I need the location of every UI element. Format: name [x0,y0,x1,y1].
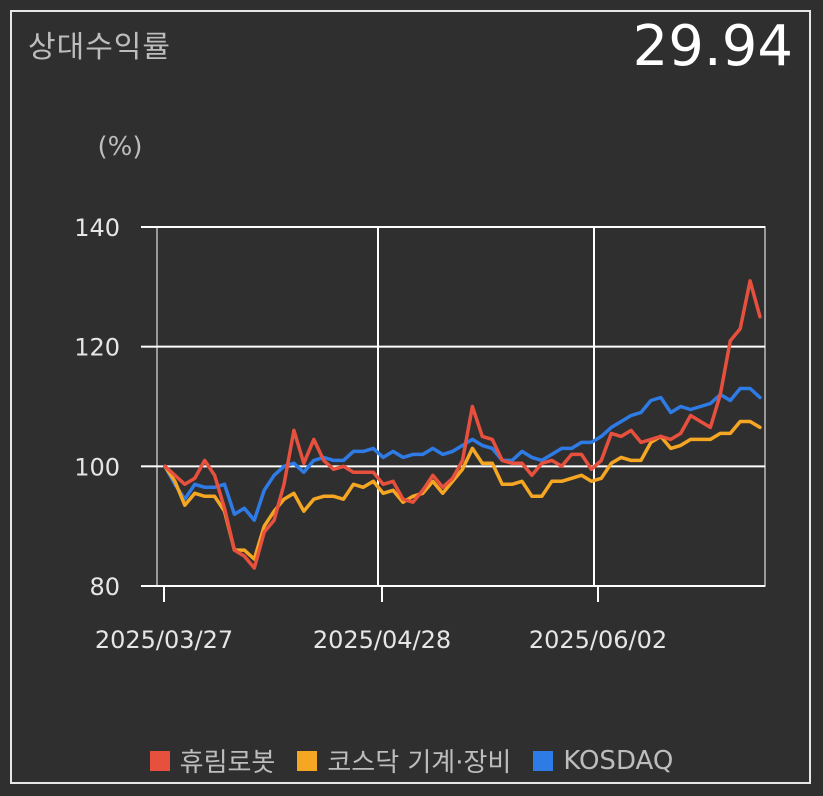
axes: 80 100 120 140 2025/03/27 2025/04/28 2025/06/0… [74,214,667,654]
x-tick-label: 2025/06/02 [529,626,667,654]
series-group [163,279,762,570]
legend-label-kosdaq-machinery: 코스닥 기계·장비 [327,748,512,778]
legend-swatch-hyurim [149,750,170,771]
grid [156,226,766,587]
y-axis-label: (%) [98,132,143,162]
legend-item-kosdaq[interactable]: KOSDAQ [533,742,673,779]
x-tick-label: 2025/04/28 [313,626,451,654]
legend-item-hyurim[interactable]: 휴림로봇 [149,742,276,779]
y-tick-label: 140 [74,214,120,242]
series-line-2 [163,386,762,522]
legend-label-kosdaq: KOSDAQ [563,745,674,776]
x-tick-label: 2025/03/27 [95,626,233,654]
legend-item-kosdaq-machinery[interactable]: 코스닥 기계·장비 [297,742,511,779]
legend-swatch-kosdaq [533,750,554,771]
legend: 휴림로봇 코스닥 기계·장비 KOSDAQ [0,742,823,779]
legend-label-hyurim: 휴림로봇 [179,748,276,778]
return-value: 29.94 [632,14,793,79]
chart-title: 상대수익률 [28,30,171,65]
series-line-0 [163,279,762,570]
plot-frame [156,226,766,587]
y-tick-label: 120 [74,334,120,362]
y-tick-label: 100 [74,453,120,481]
chart-panel [10,10,811,784]
series-line-1 [163,419,762,561]
legend-swatch-kosdaq-machinery [297,750,318,771]
y-tick-label: 80 [89,573,120,601]
